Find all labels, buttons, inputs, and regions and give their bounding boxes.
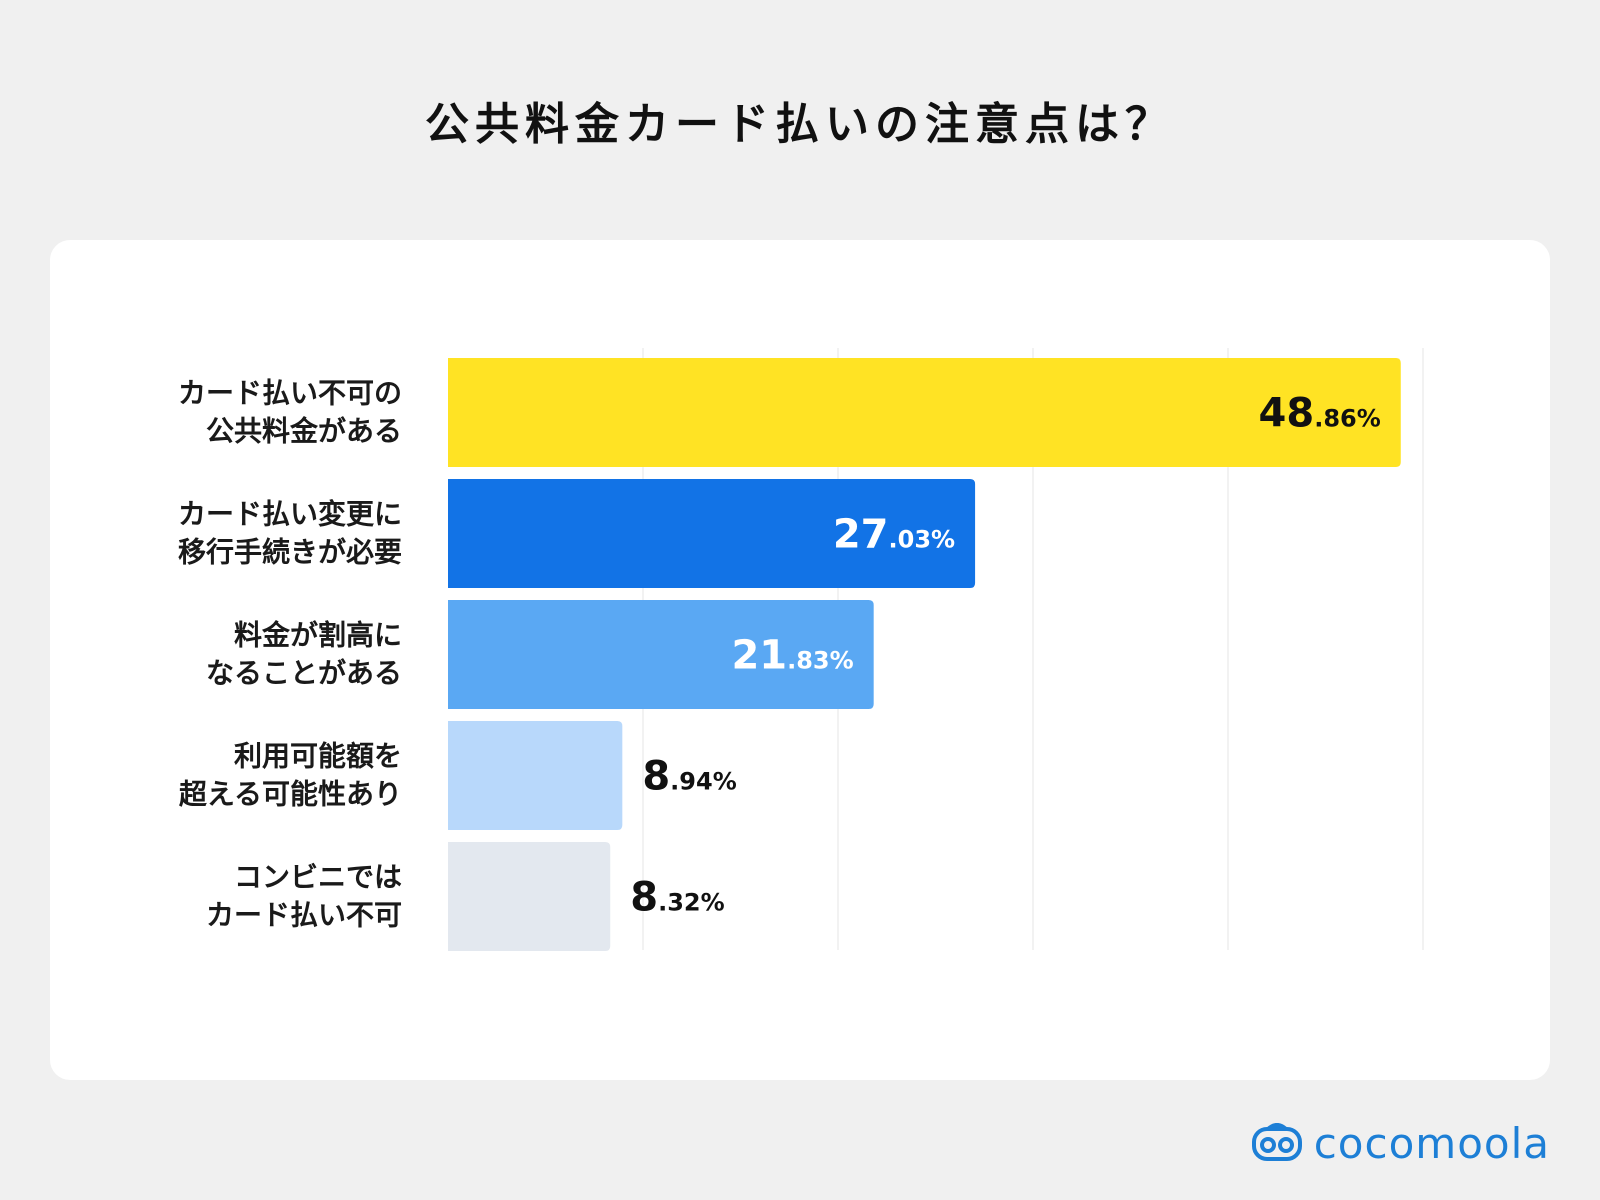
value-label: 8.32% [630,875,724,921]
category-label: 利用可能額を超える可能性あり [179,740,402,811]
value-label: 27.03% [833,512,955,558]
value-label: 48.86% [1259,391,1381,437]
value-label: 8.94% [642,754,736,800]
bar [448,842,611,951]
value-label: 21.83% [731,633,853,679]
category-label: カード払い変更に移行手続きが必要 [178,498,402,569]
bar-chart: カード払い不可の公共料金がある 48.86% カード払い変更に移行手続きが必要 27.… [178,348,1424,951]
brand-logo: cocomoola [1250,1118,1550,1168]
brand-name: cocomoola [1313,1118,1550,1168]
bar [448,479,976,588]
chart-title: 公共料金カード払いの注意点は？ [425,99,1175,150]
category-label: 料金が割高になることがある [206,619,402,690]
category-label: コンビニではカード払い不可 [206,861,402,932]
bar [448,600,874,709]
category-label: カード払い不可の公共料金がある [178,377,402,448]
bar [448,721,623,830]
bar [448,358,1401,467]
chart-card: カード払い不可の公共料金がある 48.86% カード払い変更に移行手続きが必要 27.… [50,240,1550,1080]
bus-icon [1251,1123,1302,1161]
